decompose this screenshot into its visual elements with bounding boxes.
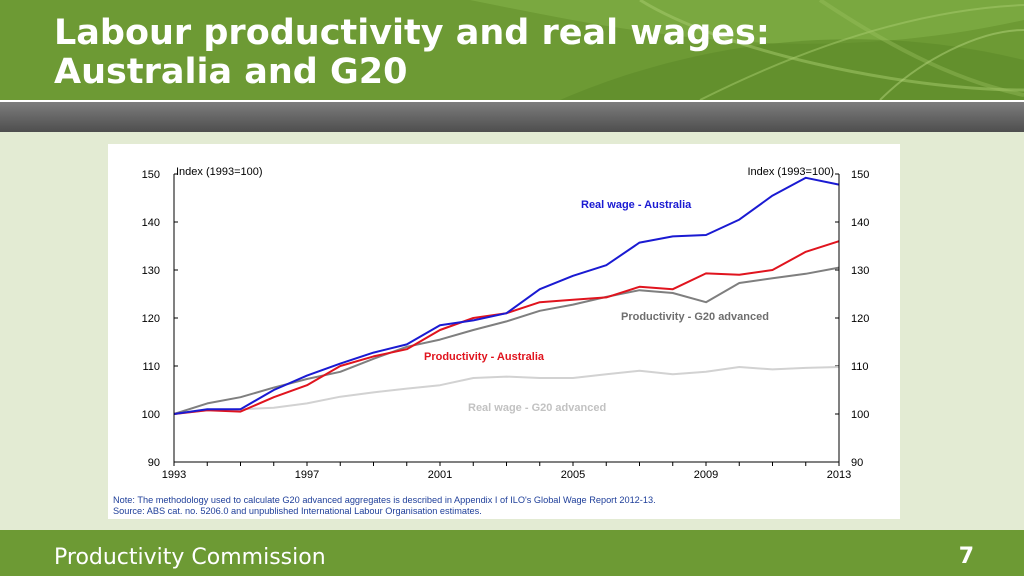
y-tick-label-left: 150 <box>142 169 160 181</box>
x-tick-label: 2005 <box>561 469 585 481</box>
slide-title-line2: Australia and G20 <box>54 52 408 92</box>
x-tick-label: 1997 <box>295 469 319 481</box>
y-tick-label-right: 110 <box>851 361 869 373</box>
footer-bar <box>0 530 1024 576</box>
chart-note: Note: The methodology used to calculate … <box>113 495 656 505</box>
slide-title-line1: Labour productivity and real wages: <box>54 13 770 53</box>
y-tick-label-left: 90 <box>148 457 160 469</box>
series-line-real-wage-australia <box>173 176 840 415</box>
y-tick-label-left: 110 <box>142 361 160 373</box>
x-tick-label: 1993 <box>162 469 186 481</box>
y-tick-label-right: 130 <box>851 265 869 277</box>
y-tick-label-left: 130 <box>142 265 160 277</box>
page-number: 7 <box>958 544 974 569</box>
header-banner: Labour productivity and real wages: Aust… <box>0 0 1024 100</box>
right-axis-title: Index (1993=100) <box>747 166 834 178</box>
chart-panel: 90 90 100 100 110 110 120 120 130 130 140 140 150 150… <box>108 144 900 519</box>
y-tick-label-right: 140 <box>851 217 869 229</box>
y-tick-label-right: 90 <box>851 457 863 469</box>
x-tick-label: 2013 <box>827 469 851 481</box>
header-divider-band <box>0 100 1024 132</box>
series-line-real-wage-g20-advanced <box>173 366 840 415</box>
decorative-leaf-pattern <box>470 0 1024 100</box>
y-tick-label-left: 100 <box>142 409 160 421</box>
chart-source: Source: ABS cat. no. 5206.0 and unpublis… <box>113 506 482 516</box>
x-tick-label: 2001 <box>428 469 452 481</box>
footer-organisation: Productivity Commission <box>54 545 326 570</box>
series-label-productivity-australia: Productivity - Australia <box>424 351 545 363</box>
x-tick-label: 2009 <box>694 469 718 481</box>
line-chart: 90 90 100 100 110 110 120 120 130 130 140 140 150 150… <box>113 166 869 516</box>
y-tick-label-right: 120 <box>851 313 869 325</box>
series-label-productivity-g20: Productivity - G20 advanced <box>621 311 769 323</box>
series-label-real-wage-g20: Real wage - G20 advanced <box>468 402 606 414</box>
series-line-productivity-g20-advanced <box>173 266 840 415</box>
y-tick-label-right: 100 <box>851 409 869 421</box>
series-label-real-wage-australia: Real wage - Australia <box>581 199 692 211</box>
y-tick-label-left: 140 <box>142 217 160 229</box>
y-tick-label-right: 150 <box>851 169 869 181</box>
y-tick-label-left: 120 <box>142 313 160 325</box>
slide-title: Labour productivity and real wages: Aust… <box>54 14 770 92</box>
left-axis-title: Index (1993=100) <box>176 166 263 178</box>
